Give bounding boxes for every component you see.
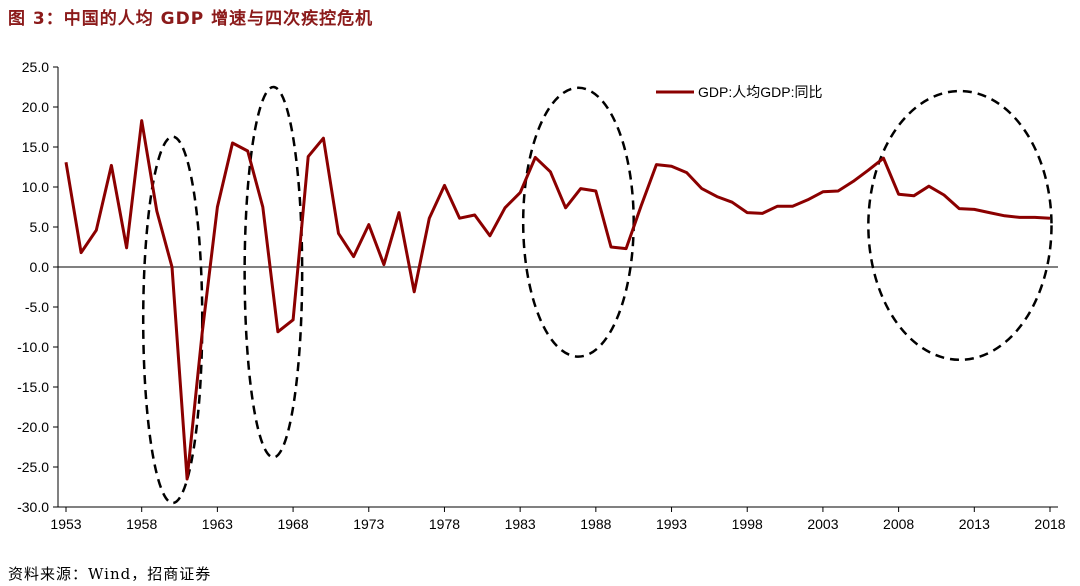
x-tick-label: 2013: [959, 516, 990, 532]
x-tick-label: 1963: [202, 516, 233, 532]
crisis-ellipses: [141, 85, 1053, 505]
y-tick-label: -30.0: [17, 499, 49, 515]
y-tick-label: -15.0: [17, 379, 49, 395]
x-tick-label: 1988: [580, 516, 611, 532]
x-tick-label: 1978: [429, 516, 460, 532]
x-tick-label: 1973: [353, 516, 384, 532]
figure-title: 图 3：中国的人均 GDP 增速与四次疾控危机: [8, 9, 374, 29]
legend: GDP:人均GDP:同比: [656, 84, 822, 100]
y-tick-label: -10.0: [17, 339, 49, 355]
y-tick-label: -20.0: [17, 419, 49, 435]
source-note: 资料来源：Wind，招商证券: [8, 565, 212, 583]
x-tick-label: 1983: [505, 516, 536, 532]
y-tick-label: -25.0: [17, 459, 49, 475]
y-axis: 25.0 20.0 15.0 10.0 5.0 0.0 -5.0 -10.0 -15.0 -20.…: [17, 59, 59, 515]
series-line-1: [64, 119, 1051, 481]
y-tick-label: 15.0: [22, 139, 49, 155]
x-tick-label: 1968: [277, 516, 308, 532]
y-tick-label: 0.0: [30, 259, 50, 275]
x-tick-label: 2018: [1034, 516, 1065, 532]
y-tick-label: 5.0: [30, 219, 50, 235]
x-tick-label: 1993: [656, 516, 687, 532]
x-tick-label: 1998: [732, 516, 763, 532]
x-axis: 1953 1958 1963 1968 1973 1978 1983 1988 1993 1998…: [50, 266, 1066, 532]
series-layer: [64, 119, 1051, 481]
crisis-ellipse-4: [867, 89, 1053, 362]
y-tick-label: 10.0: [22, 179, 49, 195]
y-tick-label: 25.0: [22, 59, 49, 75]
crisis-ellipse-3: [521, 86, 635, 358]
legend-label: GDP:人均GDP:同比: [698, 84, 822, 100]
y-tick-label: 20.0: [22, 99, 49, 115]
x-tick-label: 1953: [50, 516, 81, 532]
y-tick-label: -5.0: [25, 299, 49, 315]
x-tick-label: 1958: [126, 516, 157, 532]
x-tick-label: 2003: [807, 516, 838, 532]
crisis-ellipse-2: [243, 85, 304, 459]
x-tick-label: 2008: [883, 516, 914, 532]
